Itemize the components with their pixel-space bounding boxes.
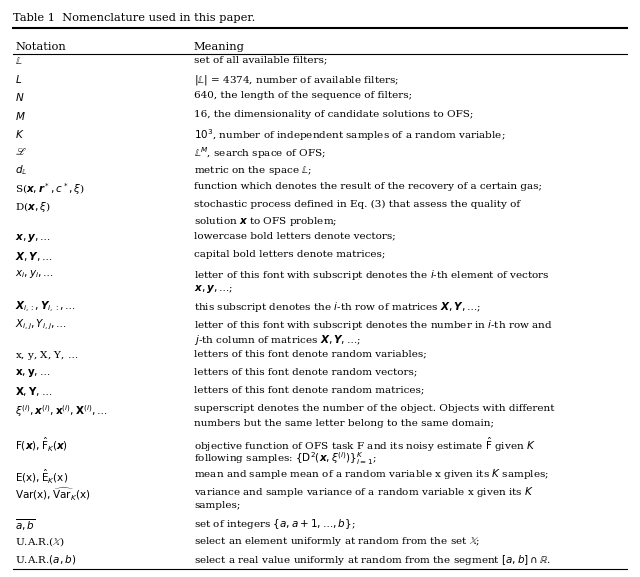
Text: function which denotes the result of the recovery of a certain gas;: function which denotes the result of the… bbox=[194, 182, 542, 190]
Text: $\text{E}(\text{x}), \hat{\text{E}}_K(\text{x})$: $\text{E}(\text{x}), \hat{\text{E}}_K(\t… bbox=[15, 467, 68, 485]
Text: $\xi^{(i)}, \boldsymbol{x}^{(i)}, \mathbf{x}^{(i)}, \mathbf{X}^{(i)}, \ldots$: $\xi^{(i)}, \boldsymbol{x}^{(i)}, \mathb… bbox=[15, 403, 108, 419]
Text: $\mathbf{x}, \mathbf{y}, \ldots$: $\mathbf{x}, \mathbf{y}, \ldots$ bbox=[15, 368, 51, 380]
Text: $j$-th column of matrices $\boldsymbol{X}, \boldsymbol{Y}, \ldots$;: $j$-th column of matrices $\boldsymbol{X… bbox=[194, 333, 361, 347]
Text: letter of this font with subscript denotes the $i$-th element of vectors: letter of this font with subscript denot… bbox=[194, 268, 550, 282]
Text: Meaning: Meaning bbox=[194, 42, 244, 52]
Text: variance and sample variance of a random variable x given its $K$: variance and sample variance of a random… bbox=[194, 485, 534, 499]
Text: $K$: $K$ bbox=[15, 128, 25, 140]
Text: $\boldsymbol{x}, \boldsymbol{y}, \ldots$;: $\boldsymbol{x}, \boldsymbol{y}, \ldots$… bbox=[194, 283, 233, 295]
Text: Notation: Notation bbox=[15, 42, 66, 52]
Text: $\text{F}(\boldsymbol{x}), \hat{\text{F}}_K(\boldsymbol{x})$: $\text{F}(\boldsymbol{x}), \hat{\text{F}… bbox=[15, 436, 68, 454]
Text: D($\boldsymbol{x}, \xi$): D($\boldsymbol{x}, \xi$) bbox=[15, 200, 51, 213]
Text: mean and sample mean of a random variable x given its $K$ samples;: mean and sample mean of a random variabl… bbox=[194, 467, 549, 481]
Text: metric on the space $\mathbb{L}$;: metric on the space $\mathbb{L}$; bbox=[194, 164, 312, 177]
Text: U.A.R.($\mathbb{X}$): U.A.R.($\mathbb{X}$) bbox=[15, 535, 65, 548]
Text: stochastic process defined in Eq. (3) that assess the quality of: stochastic process defined in Eq. (3) th… bbox=[194, 200, 520, 209]
Text: 16, the dimensionality of candidate solutions to OFS;: 16, the dimensionality of candidate solu… bbox=[194, 110, 474, 118]
Text: letters of this font denote random matrices;: letters of this font denote random matri… bbox=[194, 385, 424, 395]
Text: x, y, X, Y, $\ldots$: x, y, X, Y, $\ldots$ bbox=[15, 350, 79, 362]
Text: S($\boldsymbol{x}, \boldsymbol{r}^*, c^*, \xi$): S($\boldsymbol{x}, \boldsymbol{r}^*, c^*… bbox=[15, 182, 85, 197]
Text: capital bold letters denote matrices;: capital bold letters denote matrices; bbox=[194, 250, 385, 258]
Text: set of integers $\{a, a+1, \ldots, b\}$;: set of integers $\{a, a+1, \ldots, b\}$; bbox=[194, 517, 356, 531]
Text: $N$: $N$ bbox=[15, 92, 25, 103]
Text: $\mathscr{L}$: $\mathscr{L}$ bbox=[15, 145, 27, 156]
Text: $\boldsymbol{x}, \boldsymbol{y}, \ldots$: $\boldsymbol{x}, \boldsymbol{y}, \ldots$ bbox=[15, 231, 51, 243]
Text: select a real value uniformly at random from the segment $[a, b] \cap \mathbb{R}: select a real value uniformly at random … bbox=[194, 553, 550, 567]
Text: lowercase bold letters denote vectors;: lowercase bold letters denote vectors; bbox=[194, 231, 396, 241]
Text: $\boldsymbol{X}_{i,:}, \boldsymbol{Y}_{i,:}, \ldots$: $\boldsymbol{X}_{i,:}, \boldsymbol{Y}_{i… bbox=[15, 299, 76, 314]
Text: $x_i, y_i, \ldots$: $x_i, y_i, \ldots$ bbox=[15, 268, 54, 280]
Text: $L$: $L$ bbox=[15, 73, 22, 85]
Text: solution $\boldsymbol{x}$ to OFS problem;: solution $\boldsymbol{x}$ to OFS problem… bbox=[194, 215, 337, 228]
Text: $\boldsymbol{X}, \boldsymbol{Y}, \ldots$: $\boldsymbol{X}, \boldsymbol{Y}, \ldots$ bbox=[15, 250, 53, 263]
Text: $\mathbf{X}, \mathbf{Y}, \ldots$: $\mathbf{X}, \mathbf{Y}, \ldots$ bbox=[15, 385, 52, 399]
Text: $X_{i,j}, Y_{i,j}, \ldots$: $X_{i,j}, Y_{i,j}, \ldots$ bbox=[15, 317, 67, 332]
Text: superscript denotes the number of the object. Objects with different: superscript denotes the number of the ob… bbox=[194, 403, 554, 413]
Text: $10^3$, number of independent samples of a random variable;: $10^3$, number of independent samples of… bbox=[194, 128, 506, 143]
Text: $d_\mathbb{L}$: $d_\mathbb{L}$ bbox=[15, 164, 28, 178]
Text: $M$: $M$ bbox=[15, 110, 26, 122]
Text: $\overline{a, b}$: $\overline{a, b}$ bbox=[15, 517, 36, 533]
Text: letter of this font with subscript denotes the number in $i$-th row and: letter of this font with subscript denot… bbox=[194, 317, 552, 332]
Text: objective function of OFS task F and its noisy estimate $\hat{\text{F}}$ given $: objective function of OFS task F and its… bbox=[194, 436, 536, 454]
Text: samples;: samples; bbox=[194, 500, 240, 509]
Text: this subscript denotes the $i$-th row of matrices $\boldsymbol{X}, \boldsymbol{Y: this subscript denotes the $i$-th row of… bbox=[194, 299, 481, 313]
Text: numbers but the same letter belong to the same domain;: numbers but the same letter belong to th… bbox=[194, 419, 494, 428]
Text: $|\mathbb{L}|$ = 4374, number of available filters;: $|\mathbb{L}|$ = 4374, number of availab… bbox=[194, 73, 399, 88]
Text: letters of this font denote random variables;: letters of this font denote random varia… bbox=[194, 350, 427, 358]
Text: letters of this font denote random vectors;: letters of this font denote random vecto… bbox=[194, 368, 417, 376]
Text: following samples: $\{\text{D}^2(\boldsymbol{x}, \xi^{(i)})\}_{i=1}^K$;: following samples: $\{\text{D}^2(\boldsy… bbox=[194, 451, 376, 467]
Text: Table 1  Nomenclature used in this paper.: Table 1 Nomenclature used in this paper. bbox=[13, 13, 255, 23]
Text: set of all available filters;: set of all available filters; bbox=[194, 55, 327, 65]
Text: $\text{Var}(\text{x}), \widehat{\text{Var}}_K(\text{x})$: $\text{Var}(\text{x}), \widehat{\text{Va… bbox=[15, 485, 91, 502]
Text: $\mathbb{L}^M$, search space of OFS;: $\mathbb{L}^M$, search space of OFS; bbox=[194, 145, 326, 162]
Text: select an element uniformly at random from the set $\mathbb{X}$;: select an element uniformly at random fr… bbox=[194, 535, 480, 548]
Text: $\mathbb{L}$: $\mathbb{L}$ bbox=[15, 55, 23, 66]
Text: 640, the length of the sequence of filters;: 640, the length of the sequence of filte… bbox=[194, 92, 412, 100]
Text: U.A.R.$(a, b)$: U.A.R.$(a, b)$ bbox=[15, 553, 76, 566]
